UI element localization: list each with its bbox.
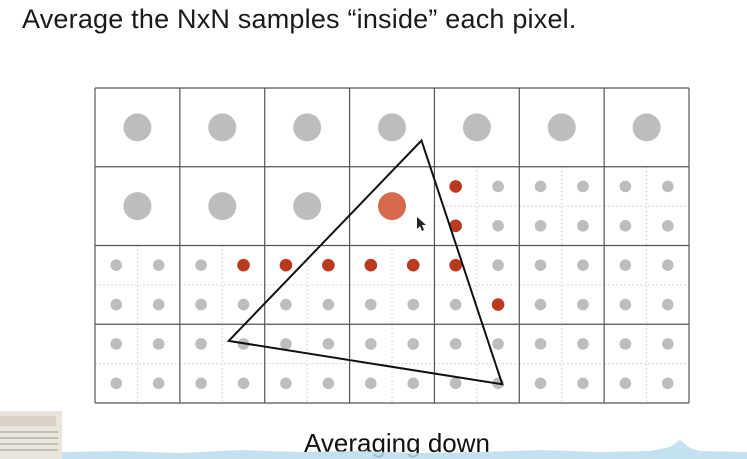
uncovered-sample-dot [449,377,462,390]
covered-sample-dot [406,258,420,272]
sub-grid-lines [95,166,690,403]
uncovered-sample-dot [662,180,674,193]
uncovered-sample-dot [662,338,674,350]
uncovered-sample-dot [619,377,632,390]
uncovered-sample-dot [577,180,589,193]
uncovered-sample-dot [280,298,292,311]
uncovered-sample-dot [492,259,504,271]
uncovered-sample-dot [322,377,335,390]
pixel-sample-dot [208,192,237,221]
pixel-sample-dot [123,113,152,142]
uncovered-sample-dot [534,259,547,271]
uncovered-sample-dot [662,220,674,232]
uncovered-sample-dot [110,338,123,350]
uncovered-sample-dot [110,259,123,271]
uncovered-sample-dot [492,180,504,193]
covered-sample-dot [279,258,293,272]
uncovered-sample-dot [534,220,547,232]
uncovered-sample-dot [619,180,632,193]
uncovered-sample-dot [407,377,420,390]
uncovered-sample-dot [195,338,207,350]
uncovered-sample-dot [280,377,292,390]
uncovered-sample-dot [619,220,632,232]
pixel-sample-dot [293,192,322,221]
uncovered-sample-dot [662,259,674,271]
uncovered-sample-dot [449,298,462,311]
pixel-sample-dot [547,113,576,142]
uncovered-sample-dot [407,338,420,350]
uncovered-sample-dot [152,259,165,271]
uncovered-sample-dot [577,338,589,350]
covered-sample-dot [449,258,462,272]
uncovered-sample-dot [364,377,377,390]
pixel-grid [94,87,690,404]
covered-sample-dot [322,258,335,272]
uncovered-sample-dot [195,259,207,271]
covered-sample-dot [449,219,462,233]
uncovered-sample-dot [322,298,335,311]
uncovered-sample-dot [619,259,632,271]
covered-sample-dot [491,298,505,311]
uncovered-sample-dot [619,298,632,311]
triangle-layer [226,138,504,386]
uncovered-sample-dot [110,298,123,311]
uncovered-sample-dot [110,377,123,390]
uncovered-sample-dot [280,338,292,350]
uncovered-sample-dot [364,298,377,311]
uncovered-sample-dot [407,298,420,311]
uncovered-sample-dot [195,298,207,311]
uncovered-sample-dot [619,338,632,350]
pixel-sample-dot [208,113,237,142]
waveform-strip [62,440,747,459]
covered-sample-dot [237,258,250,272]
pixel-sample-dot [293,113,322,142]
uncovered-sample-dot [152,298,165,311]
pixel-sample-dot [462,113,491,142]
uncovered-sample-dot [577,259,589,271]
uncovered-sample-dot [449,338,462,350]
uncovered-sample-dot [534,377,547,390]
uncovered-sample-dot [322,338,335,350]
uncovered-sample-dot [577,220,589,232]
pixel-sample-dot [123,192,152,221]
triangle [226,138,504,386]
uncovered-sample-dot [577,377,589,390]
uncovered-sample-dot [152,338,165,350]
uncovered-sample-dot [152,377,165,390]
uncovered-sample-dot [492,338,504,350]
pixel-sample-dot [378,113,407,142]
uncovered-sample-dot [237,377,250,390]
uncovered-sample-dot [534,338,547,350]
covered-sample-dot [449,180,462,193]
uncovered-sample-dot [577,298,589,311]
uncovered-sample-dot [662,298,674,311]
device-photo [0,411,62,459]
slide-title: Average the NxN samples “inside” each pi… [22,4,577,34]
uncovered-sample-dot [237,298,250,311]
covered-sample-dot [364,258,378,272]
uncovered-sample-dot [534,298,547,311]
averaged-pixel-dot [378,192,407,221]
uncovered-sample-dot [364,338,377,350]
pixel-sample-dot [632,113,661,142]
uncovered-sample-dot [534,180,547,193]
sample-dots [110,113,674,390]
uncovered-sample-dot [662,377,674,390]
uncovered-sample-dot [492,220,504,232]
uncovered-sample-dot [195,377,207,390]
